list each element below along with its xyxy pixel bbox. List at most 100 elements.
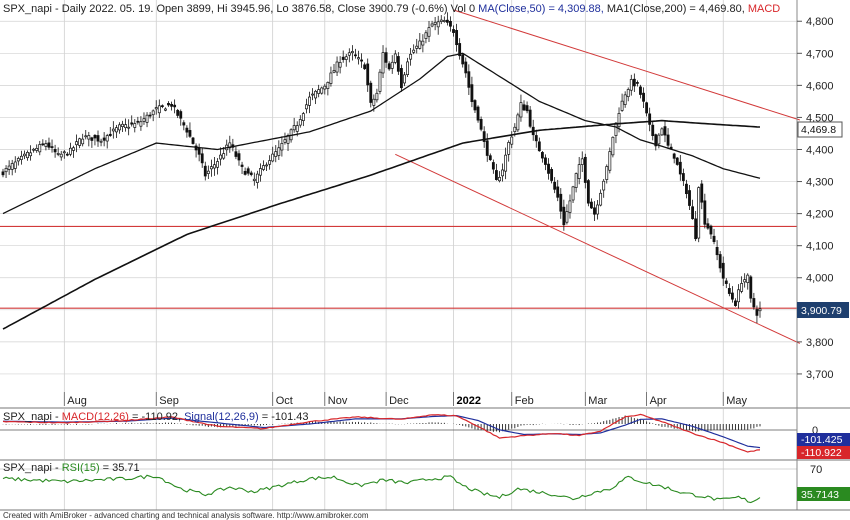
candle-body-up	[430, 23, 434, 27]
candle-body-up	[433, 21, 437, 25]
candle-body-down	[593, 207, 596, 215]
candle-body-down	[688, 190, 691, 206]
candle-body-up	[596, 204, 599, 215]
candle-body-down	[724, 280, 728, 284]
candle-body-up	[629, 79, 633, 91]
candle-body-down	[354, 54, 357, 57]
candle-body-up	[265, 164, 268, 167]
close-badge: 3,900.79	[801, 305, 842, 317]
candle-body-down	[246, 168, 250, 174]
horizontal-levels	[0, 225, 797, 309]
month-label: Aug	[67, 395, 87, 407]
candle-body-up	[317, 89, 321, 94]
macd-badge-box	[797, 446, 850, 459]
candle-body-down	[553, 181, 557, 190]
candle-body-up	[424, 32, 428, 39]
month-label: 2022	[457, 395, 481, 407]
candle-body-up	[329, 72, 333, 84]
price-header: SPX_napi - Daily 2022. 05. 19. Open 3899…	[3, 3, 780, 15]
candle-body-down	[470, 84, 474, 102]
candle-body-up	[133, 123, 137, 128]
candle-body-up	[157, 105, 161, 114]
candle-body-up	[605, 166, 609, 180]
candle-body-up	[99, 140, 103, 143]
candle-body-down	[458, 43, 462, 57]
candle-body-up	[127, 126, 131, 129]
candle-body-down	[363, 64, 367, 70]
ma50-line	[2, 52, 761, 215]
candle-body-up	[164, 108, 167, 111]
candle-body-down	[396, 56, 400, 72]
candle-body-up	[26, 152, 29, 159]
vertical-grid	[63, 0, 724, 392]
candle-body-up	[75, 141, 78, 146]
candle-body-up	[375, 92, 379, 101]
candle-body-up	[620, 100, 624, 111]
candle-body-down	[188, 130, 192, 137]
candle-body-up	[142, 118, 146, 122]
rsi-badge: 35.7143	[801, 489, 839, 501]
rsi-70-tick: 70	[810, 464, 822, 476]
channel-trend-line	[395, 153, 801, 344]
candle-body-down	[651, 124, 655, 136]
candle-body-up	[271, 153, 275, 162]
price-tick-label: 4,000	[806, 273, 834, 285]
close-badge-box	[797, 302, 849, 318]
candle-body-down	[249, 172, 253, 175]
price-tick-label: 4,200	[806, 209, 834, 221]
candle-body-down	[240, 164, 244, 167]
candle-body-down	[464, 61, 468, 74]
month-label: Apr	[650, 395, 667, 407]
ma50-header: MA(Close,50) = 4,309.88,	[478, 3, 607, 15]
price-tick-label: 4,600	[806, 80, 834, 92]
candle-body-up	[510, 136, 514, 145]
candle-body-down	[562, 206, 566, 226]
candle-body-up	[390, 61, 394, 69]
macd-badge: -110.922	[801, 447, 842, 459]
candle-body-down	[148, 114, 152, 117]
price-tick-label: 4,500	[806, 112, 834, 124]
candle-body-down	[182, 122, 186, 126]
candle-body-up	[344, 56, 348, 60]
candle-body-up	[412, 49, 416, 53]
candle-body-down	[663, 126, 667, 136]
candle-body-down	[491, 162, 495, 170]
candle-body-up	[59, 153, 63, 158]
candle-body-up	[617, 113, 621, 127]
candle-body-down	[715, 247, 719, 256]
candle-body-up	[121, 123, 124, 127]
candle-body-down	[449, 21, 452, 27]
candle-body-up	[118, 124, 121, 131]
candle-body-up	[81, 138, 85, 145]
trend-lines	[395, 9, 801, 344]
candle-body-up	[84, 135, 88, 138]
candle-body-down	[173, 104, 177, 108]
candle-body-up	[743, 279, 747, 283]
candle-body-down	[488, 155, 492, 161]
candle-body-up	[498, 177, 501, 182]
month-labels: Aug Sep Oct Nov Dec 2022 Feb Mar Apr May	[63, 392, 748, 407]
candle-body-up	[19, 155, 23, 160]
candle-body-down	[191, 137, 195, 144]
candle-body-down	[694, 218, 698, 240]
month-label: Sep	[159, 395, 179, 407]
candle-body-up	[519, 102, 523, 118]
macd-header: SPX_napi - MACD(12,26) = -110.92, Signal…	[3, 411, 309, 423]
price-axis-ticks: 4,800 4,700 4,600 4,500 4,400 4,300 4,200 4,100…	[797, 16, 834, 381]
candle-body-down	[445, 19, 449, 23]
candle-body-up	[255, 173, 259, 183]
price-tick-label: 4,100	[806, 241, 834, 253]
candle-body-down	[534, 135, 538, 142]
candle-body-down	[540, 152, 544, 159]
candle-body-down	[559, 193, 563, 212]
candle-body-down	[136, 120, 140, 123]
candle-body-up	[44, 143, 48, 147]
candle-body-down	[243, 170, 247, 175]
candle-body-down	[525, 105, 529, 112]
candle-body-up	[409, 53, 413, 60]
candle-body-up	[280, 143, 284, 151]
macd-line	[2, 413, 761, 453]
candle-body-up	[393, 53, 397, 63]
price-tick-label: 4,800	[806, 16, 834, 28]
